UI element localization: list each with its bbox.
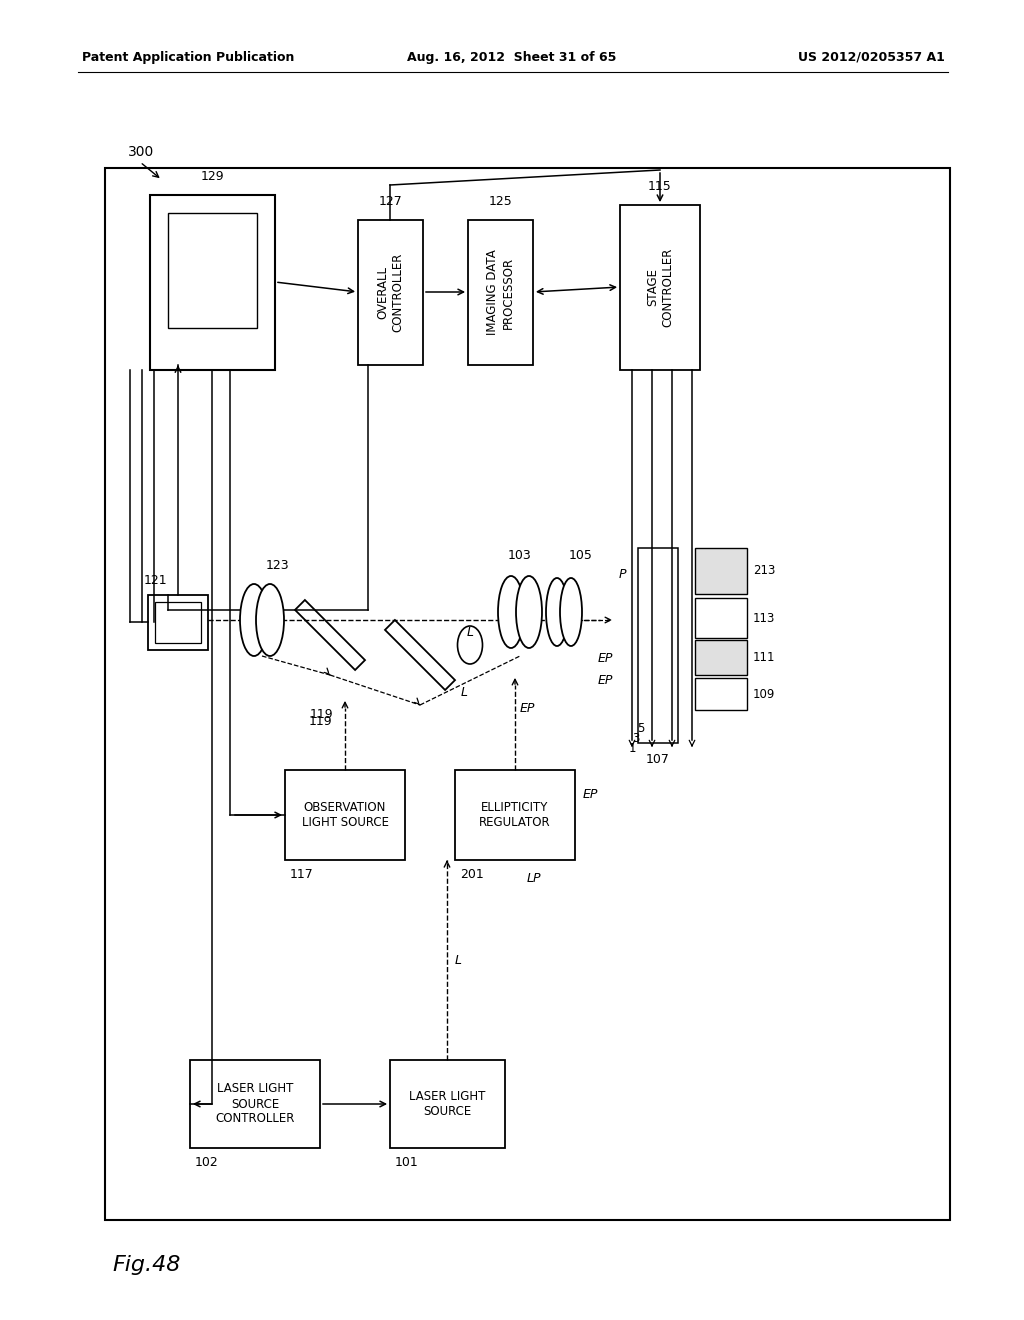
- Text: 109: 109: [753, 688, 775, 701]
- Text: OBSERVATION
LIGHT SOURCE: OBSERVATION LIGHT SOURCE: [301, 801, 388, 829]
- Text: P: P: [618, 569, 626, 582]
- Ellipse shape: [560, 578, 582, 645]
- Bar: [148, 595, 208, 649]
- Bar: [390, 1060, 505, 1148]
- Bar: [150, 195, 275, 370]
- Text: 119: 119: [309, 709, 333, 722]
- Bar: [620, 205, 700, 370]
- Text: 201: 201: [460, 869, 483, 880]
- Ellipse shape: [516, 576, 542, 648]
- Bar: [695, 678, 746, 710]
- Text: 105: 105: [569, 549, 593, 562]
- Bar: [155, 602, 201, 643]
- Text: LASER LIGHT
SOURCE: LASER LIGHT SOURCE: [410, 1090, 485, 1118]
- Text: EP: EP: [598, 652, 613, 664]
- Text: 125: 125: [488, 195, 512, 209]
- Bar: [168, 213, 257, 327]
- Text: 101: 101: [395, 1156, 419, 1170]
- Bar: [190, 1060, 319, 1148]
- Ellipse shape: [256, 583, 284, 656]
- Text: EP: EP: [583, 788, 598, 801]
- Text: 121: 121: [144, 574, 168, 587]
- Bar: [695, 640, 746, 675]
- Ellipse shape: [458, 626, 482, 664]
- Bar: [455, 770, 575, 861]
- Text: L: L: [467, 626, 473, 639]
- Text: 129: 129: [201, 170, 224, 183]
- Text: 102: 102: [195, 1156, 219, 1170]
- Text: Fig.48: Fig.48: [112, 1255, 180, 1275]
- Text: 113: 113: [753, 611, 775, 624]
- Bar: [385, 620, 455, 690]
- Text: 103: 103: [508, 549, 531, 562]
- Text: 115: 115: [648, 180, 672, 193]
- Text: 123: 123: [266, 558, 290, 572]
- Bar: [468, 220, 534, 366]
- Text: US 2012/0205357 A1: US 2012/0205357 A1: [798, 50, 945, 63]
- Text: LP: LP: [527, 871, 542, 884]
- Bar: [358, 220, 423, 366]
- Text: 213: 213: [753, 565, 775, 578]
- Bar: [285, 770, 406, 861]
- Bar: [105, 168, 950, 1220]
- Text: ELLIPTICITY
REGULATOR: ELLIPTICITY REGULATOR: [479, 801, 551, 829]
- Text: 119: 119: [308, 715, 332, 729]
- Text: 300: 300: [128, 145, 155, 158]
- Bar: [695, 548, 746, 594]
- Text: Aug. 16, 2012  Sheet 31 of 65: Aug. 16, 2012 Sheet 31 of 65: [408, 50, 616, 63]
- Text: 1: 1: [629, 742, 636, 755]
- Text: EP: EP: [520, 701, 536, 714]
- Bar: [695, 598, 746, 638]
- Text: 127: 127: [379, 195, 402, 209]
- Text: L: L: [455, 953, 462, 966]
- Text: L: L: [461, 685, 468, 698]
- Text: 107: 107: [646, 752, 670, 766]
- Bar: [295, 601, 365, 671]
- Text: EP: EP: [598, 673, 613, 686]
- Text: STAGE
CONTROLLER: STAGE CONTROLLER: [646, 248, 674, 327]
- Bar: [638, 548, 678, 743]
- Text: 5: 5: [637, 722, 645, 734]
- Text: 111: 111: [753, 651, 775, 664]
- Text: LASER LIGHT
SOURCE
CONTROLLER: LASER LIGHT SOURCE CONTROLLER: [215, 1082, 295, 1126]
- Ellipse shape: [546, 578, 568, 645]
- Text: Patent Application Publication: Patent Application Publication: [82, 50, 294, 63]
- Ellipse shape: [498, 576, 524, 648]
- Text: IMAGING DATA
PROCESSOR: IMAGING DATA PROCESSOR: [486, 249, 514, 335]
- Text: OVERALL
CONTROLLER: OVERALL CONTROLLER: [377, 253, 404, 333]
- Text: 117: 117: [290, 869, 313, 880]
- Ellipse shape: [240, 583, 268, 656]
- Text: 3: 3: [632, 731, 640, 744]
